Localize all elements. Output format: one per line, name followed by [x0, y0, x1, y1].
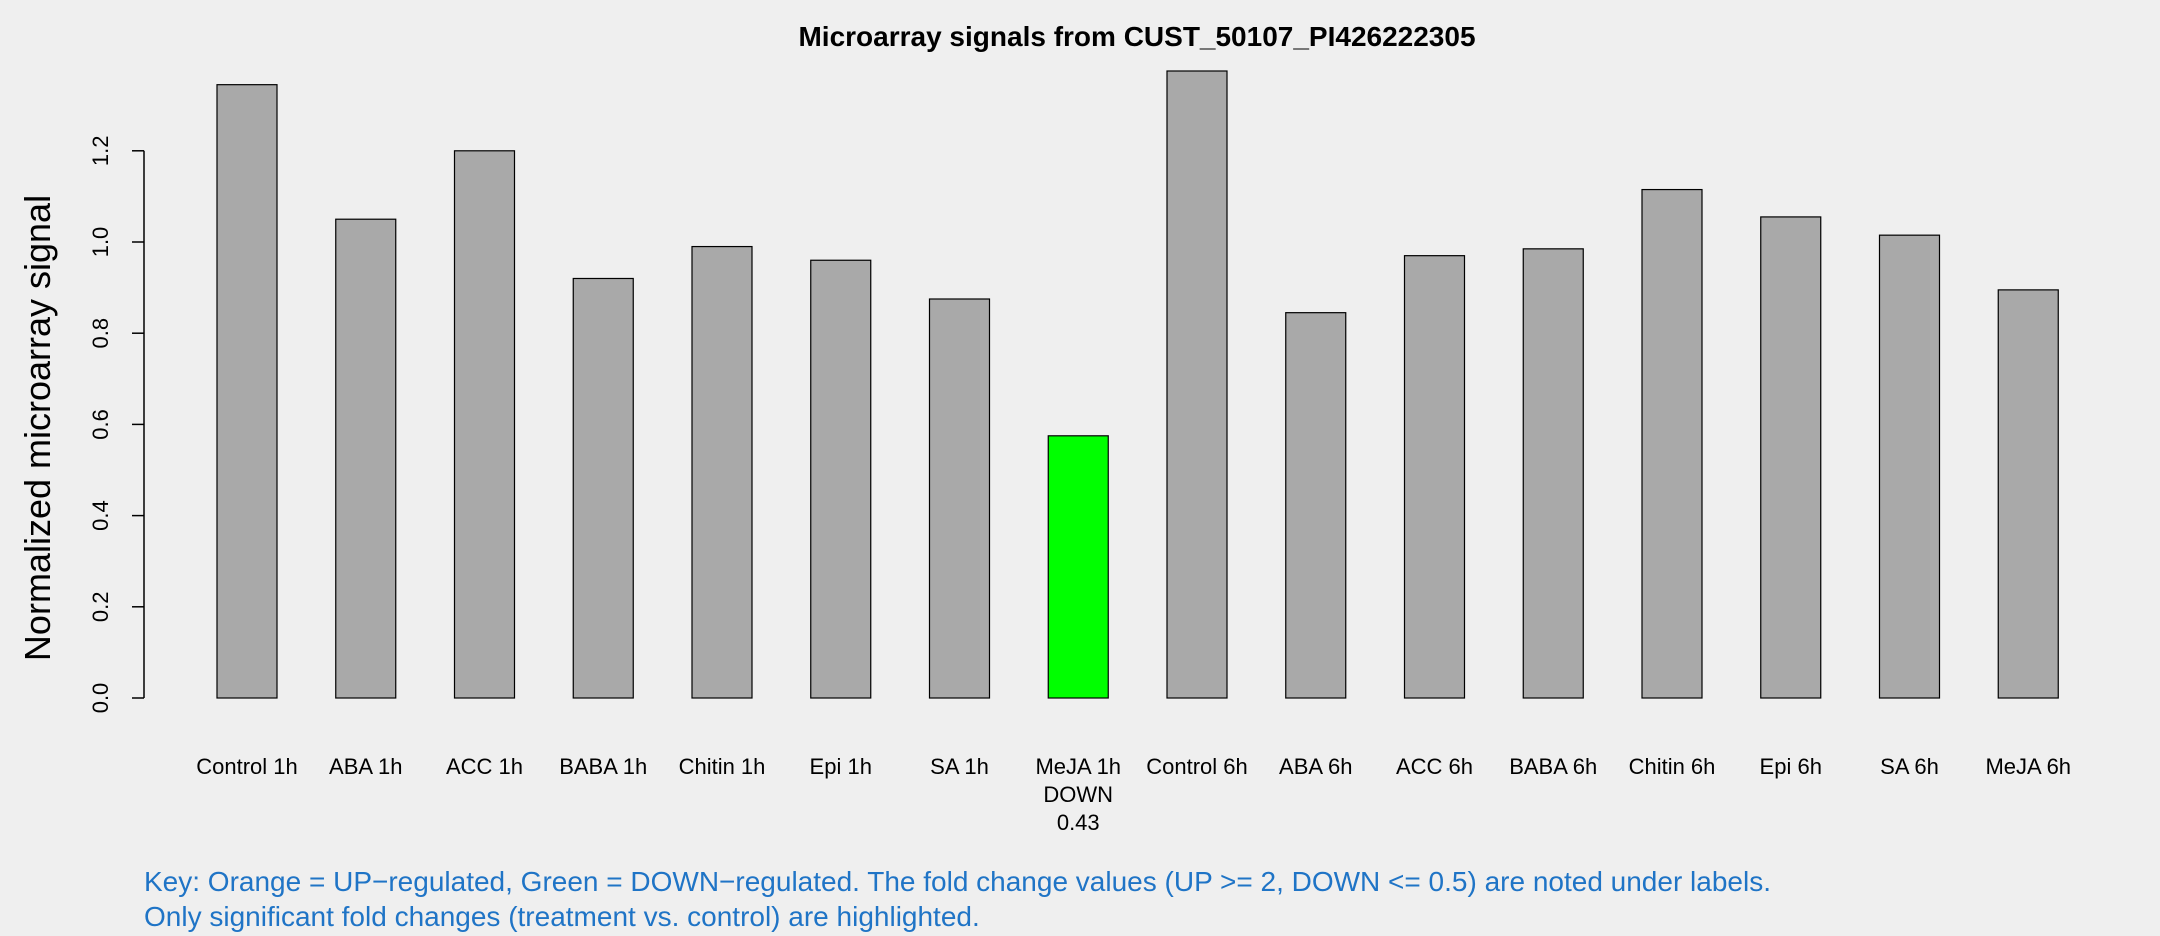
bar — [691, 245, 753, 699]
y-tick-label: 0.8 — [88, 318, 113, 349]
bar — [1760, 216, 1822, 699]
y-tick-label: 0.4 — [88, 500, 113, 531]
x-tick-label: SA 6h — [1880, 754, 1939, 779]
x-tick-label: Control 6h — [1146, 754, 1248, 779]
bar — [572, 277, 634, 699]
bar-chart: Microarray signals from CUST_50107_PI426… — [17, 21, 2071, 835]
bar — [453, 150, 516, 699]
x-tick-label: BABA 1h — [559, 754, 647, 779]
x-tick-label: Epi 6h — [1760, 754, 1822, 779]
fold-change-annotation: DOWN — [1043, 782, 1113, 807]
bar — [1403, 255, 1466, 699]
x-tick-label: Chitin 6h — [1629, 754, 1716, 779]
x-tick-label: SA 1h — [930, 754, 989, 779]
bars — [216, 70, 2059, 699]
x-tick-label: ABA 1h — [329, 754, 402, 779]
x-tick-label: ACC 6h — [1396, 754, 1473, 779]
bar — [1641, 188, 1703, 699]
key-text-line-1: Key: Orange = UP−regulated, Green = DOWN… — [144, 866, 1771, 897]
bar — [810, 259, 872, 699]
bar — [1878, 234, 1941, 699]
y-tick-label: 0.0 — [88, 683, 113, 714]
key-text-line-2: Only significant fold changes (treatment… — [144, 901, 980, 932]
y-tick-label: 1.0 — [88, 227, 113, 258]
x-tick-label: Control 1h — [196, 754, 298, 779]
x-tick-label: ABA 6h — [1279, 754, 1352, 779]
bar — [1166, 70, 1228, 699]
x-tick-label: BABA 6h — [1509, 754, 1597, 779]
x-tick-label: Chitin 1h — [679, 754, 766, 779]
chart-title: Microarray signals from CUST_50107_PI426… — [798, 21, 1475, 52]
y-axis: 0.0 0.2 0.4 0.6 0.8 1.0 1.2 — [88, 136, 145, 714]
y-axis-label: Normalized microarray signal — [17, 195, 58, 661]
x-tick-label: Epi 1h — [810, 754, 872, 779]
bar — [1522, 248, 1584, 699]
y-tick-label: 1.2 — [88, 136, 113, 167]
bar — [1997, 289, 2059, 699]
bar — [216, 84, 278, 699]
x-axis-labels: Control 1h ABA 1h ACC 1h BABA 1h Chitin 1h Ep… — [196, 754, 2071, 835]
fold-change-annotation: 0.43 — [1057, 810, 1100, 835]
y-tick-label: 0.6 — [88, 409, 113, 440]
x-tick-label: MeJA 1h — [1035, 754, 1121, 779]
bar — [335, 218, 397, 699]
bar — [1285, 312, 1347, 699]
bar — [928, 298, 991, 699]
bar — [1047, 435, 1109, 699]
y-tick-label: 0.2 — [88, 592, 113, 623]
x-tick-label: ACC 1h — [446, 754, 523, 779]
x-tick-label: MeJA 6h — [1985, 754, 2071, 779]
